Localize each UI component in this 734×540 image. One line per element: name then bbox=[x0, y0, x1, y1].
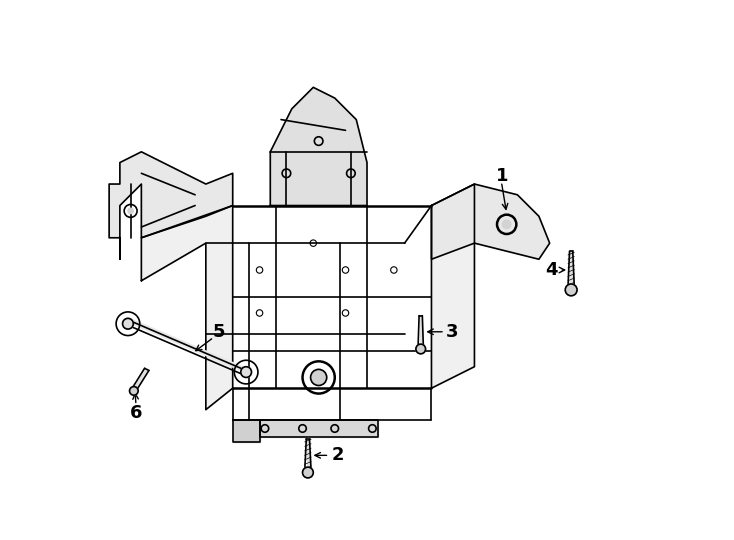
Circle shape bbox=[502, 220, 511, 228]
Circle shape bbox=[241, 367, 252, 377]
Circle shape bbox=[302, 467, 313, 478]
Circle shape bbox=[128, 208, 134, 214]
Polygon shape bbox=[260, 421, 378, 436]
Text: 3: 3 bbox=[446, 323, 458, 341]
Polygon shape bbox=[142, 206, 233, 410]
Polygon shape bbox=[109, 152, 233, 259]
Circle shape bbox=[416, 344, 426, 354]
Polygon shape bbox=[233, 421, 260, 442]
Polygon shape bbox=[432, 184, 474, 388]
Text: 5: 5 bbox=[213, 323, 225, 341]
Text: 1: 1 bbox=[496, 167, 509, 185]
Polygon shape bbox=[270, 87, 367, 206]
Text: 4: 4 bbox=[545, 261, 558, 279]
Text: 2: 2 bbox=[331, 447, 344, 464]
Circle shape bbox=[123, 319, 134, 329]
Text: 6: 6 bbox=[130, 404, 142, 422]
Polygon shape bbox=[432, 184, 550, 259]
Circle shape bbox=[565, 284, 577, 296]
Circle shape bbox=[310, 369, 327, 386]
Circle shape bbox=[129, 387, 138, 395]
